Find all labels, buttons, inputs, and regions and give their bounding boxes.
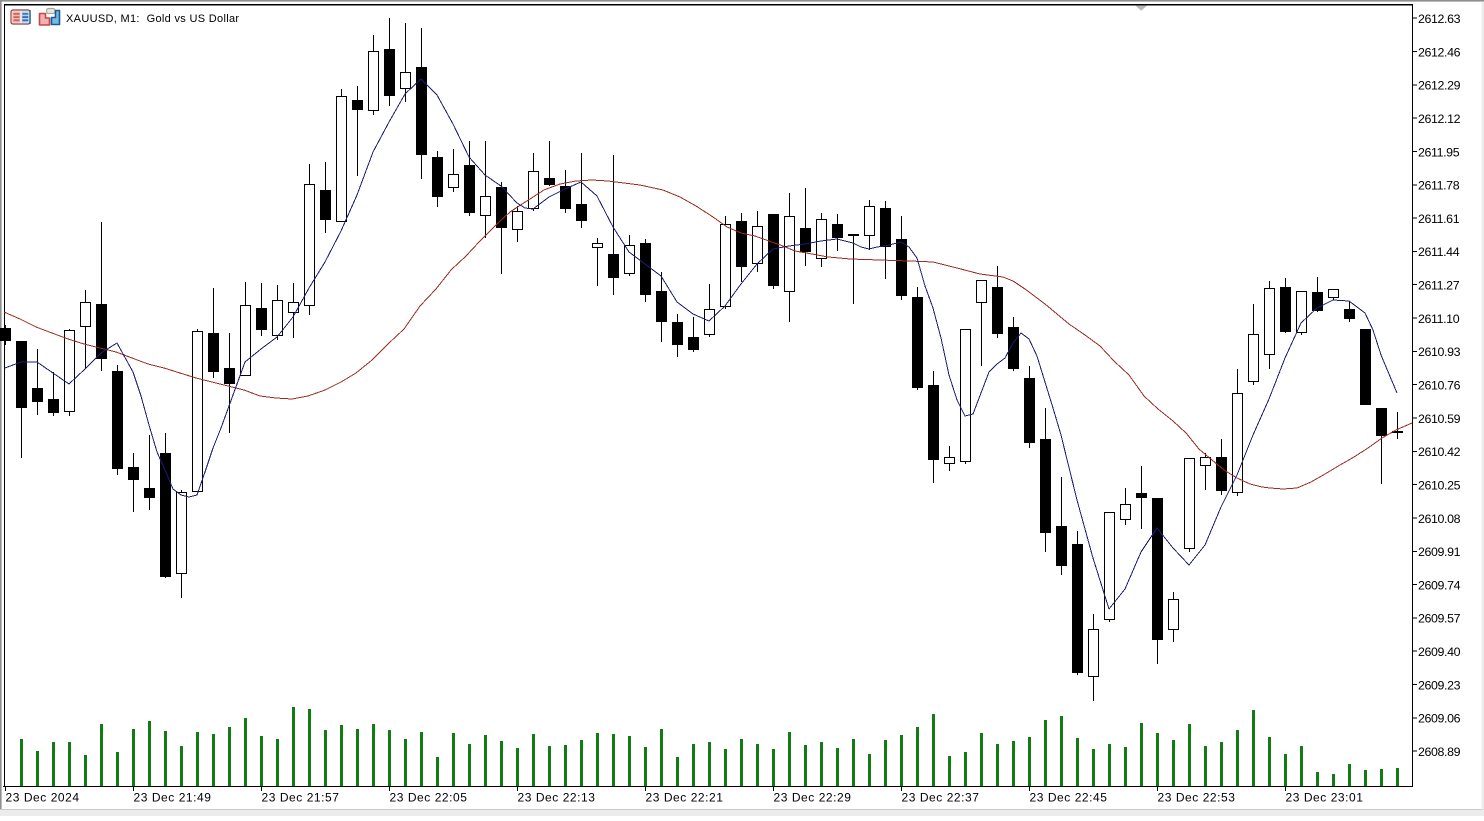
- svg-text:2611.78: 2611.78: [1418, 179, 1460, 193]
- svg-text:23 Dec 22:05: 23 Dec 22:05: [390, 790, 468, 804]
- svg-text:2610.25: 2610.25: [1418, 479, 1461, 493]
- svg-text:2612.46: 2612.46: [1418, 45, 1461, 59]
- svg-text:2609.40: 2609.40: [1418, 645, 1461, 659]
- svg-text:23 Dec 22:53: 23 Dec 22:53: [1158, 790, 1236, 804]
- svg-text:2612.12: 2612.12: [1418, 112, 1461, 126]
- svg-text:2611.61: 2611.61: [1418, 212, 1460, 226]
- svg-text:XAUUSD, M1: Gold vs US Dollar: XAUUSD, M1: Gold vs US Dollar: [66, 13, 239, 25]
- svg-text:2611.10: 2611.10: [1418, 312, 1460, 326]
- svg-text:2611.44: 2611.44: [1418, 245, 1460, 259]
- svg-text:2610.08: 2610.08: [1418, 512, 1461, 526]
- svg-text:2610.59: 2610.59: [1418, 412, 1461, 426]
- svg-text:2611.95: 2611.95: [1418, 145, 1460, 159]
- svg-text:23 Dec 22:13: 23 Dec 22:13: [518, 790, 596, 804]
- svg-text:23 Dec 23:01: 23 Dec 23:01: [1286, 790, 1364, 804]
- svg-text:2609.74: 2609.74: [1418, 578, 1461, 592]
- svg-text:23 Dec 21:49: 23 Dec 21:49: [134, 790, 212, 804]
- svg-text:2612.63: 2612.63: [1418, 12, 1461, 26]
- svg-text:2611.27: 2611.27: [1418, 279, 1460, 293]
- svg-text:2610.93: 2610.93: [1418, 345, 1461, 359]
- svg-text:2609.23: 2609.23: [1418, 678, 1461, 692]
- svg-text:23 Dec 22:21: 23 Dec 22:21: [646, 790, 724, 804]
- svg-text:2609.57: 2609.57: [1418, 612, 1461, 626]
- svg-text:23 Dec 22:29: 23 Dec 22:29: [774, 790, 852, 804]
- svg-text:23 Dec 22:37: 23 Dec 22:37: [902, 790, 980, 804]
- svg-text:2609.91: 2609.91: [1418, 545, 1461, 559]
- svg-text:2608.89: 2608.89: [1418, 745, 1461, 759]
- svg-text:2610.42: 2610.42: [1418, 445, 1461, 459]
- svg-text:2610.76: 2610.76: [1418, 379, 1461, 393]
- svg-text:23 Dec 2024: 23 Dec 2024: [6, 790, 80, 804]
- svg-text:23 Dec 21:57: 23 Dec 21:57: [262, 790, 340, 804]
- svg-text:2612.29: 2612.29: [1418, 79, 1461, 93]
- svg-text:23 Dec 22:45: 23 Dec 22:45: [1030, 790, 1108, 804]
- svg-text:2609.06: 2609.06: [1418, 712, 1461, 726]
